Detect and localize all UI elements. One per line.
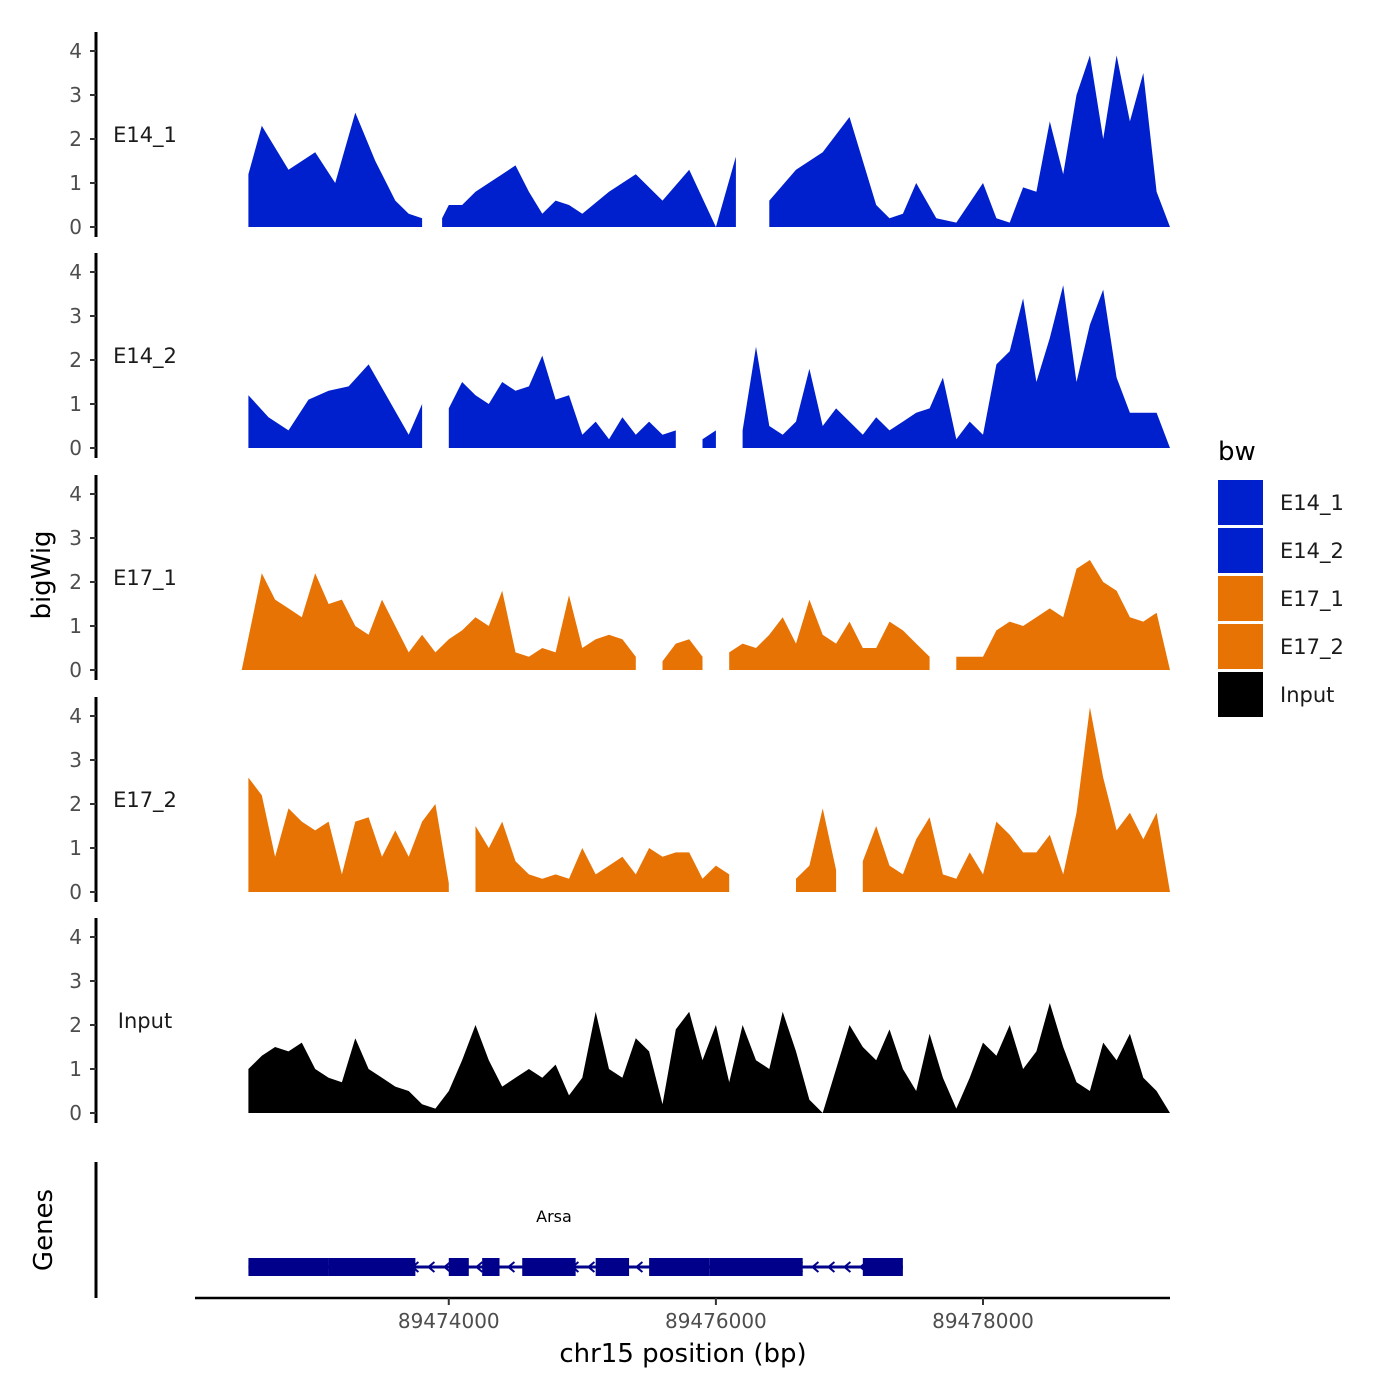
area-e17_1-segment-1: [241, 573, 636, 670]
area-e17_1-segment-3: [729, 599, 930, 670]
legend-key-e14_2: [1218, 528, 1263, 573]
area-e14_1-segment-2: [442, 156, 736, 227]
area-e17_1-segment-2: [662, 639, 703, 670]
exon-5: [522, 1258, 576, 1276]
area-e14_2-segment-3: [702, 430, 716, 448]
y-tick-label: 4: [69, 39, 82, 63]
y-tick-label: 1: [69, 836, 82, 860]
area-e14_2-segment-4: [742, 285, 1170, 448]
y-tick-label: 1: [69, 171, 82, 195]
track-label-input: Input: [118, 1009, 172, 1033]
track-e14_2: 0 1 2 3 4 E14_2: [69, 253, 1170, 460]
track-e17_2: 0 1 2 3 4 E17_2: [69, 697, 1170, 904]
legend-label-e14_2: E14_2: [1280, 539, 1344, 564]
exon-4: [482, 1258, 500, 1276]
strand-arrow: [842, 1261, 852, 1273]
strand-arrow: [826, 1261, 836, 1273]
y-tick-label: 0: [69, 880, 82, 904]
y-tick-label: 3: [69, 969, 82, 993]
legend-key-e17_1: [1218, 576, 1263, 621]
y-tick-label: 3: [69, 304, 82, 328]
legend-label-e17_1: E17_1: [1280, 587, 1344, 612]
track-e14_1: 0 1 2 3 4 E14_1: [69, 32, 1170, 239]
y-tick-label: 2: [69, 792, 82, 816]
track-label-e14_1: E14_1: [113, 123, 177, 148]
x-axis-title: chr15 position (bp): [559, 1339, 806, 1369]
strand-arrow: [810, 1261, 820, 1273]
y-tick-label: 0: [69, 1101, 82, 1125]
y-tick-label: 1: [69, 614, 82, 638]
track-e17_1: 0 1 2 3 4 E17_1: [69, 475, 1170, 682]
y-tick-label: 0: [69, 658, 82, 682]
legend-label-e17_2: E17_2: [1280, 635, 1344, 660]
strand-arrow: [442, 1261, 452, 1273]
legend-key-input: [1218, 672, 1263, 717]
exon-1: [248, 1258, 329, 1276]
area-e17_2-segment-4: [796, 808, 837, 892]
area-input-segment-1: [248, 1003, 1170, 1113]
exon-2: [328, 1258, 416, 1276]
y-tick-label: 4: [69, 482, 82, 506]
y-tick-label: 3: [69, 83, 82, 107]
exon-8: [709, 1258, 803, 1276]
gene-track: Genes Arsa: [29, 1162, 903, 1298]
x-axis: 89474000 89476000 89478000 chr15 position …: [195, 1296, 1170, 1369]
x-tick-label: 89474000: [398, 1309, 500, 1333]
y-tick-label: 4: [69, 925, 82, 949]
track-label-e17_2: E17_2: [113, 788, 177, 813]
area-e17_2-segment-2: [475, 821, 730, 892]
legend-title: bw: [1218, 437, 1256, 467]
y-tick-label: 2: [69, 1013, 82, 1037]
legend-key-e17_2: [1218, 624, 1263, 669]
y-tick-label: 3: [69, 748, 82, 772]
y-tick-label: 4: [69, 260, 82, 284]
y-tick-label: 2: [69, 570, 82, 594]
exon-7: [649, 1258, 710, 1276]
strand-arrow: [426, 1261, 436, 1273]
x-axis-ticks: 89474000 89476000 89478000: [398, 1298, 1034, 1333]
area-e14_2-segment-1: [248, 364, 423, 448]
area-e17_1-segment-4: [956, 560, 1170, 670]
y-tick-label: 0: [69, 436, 82, 460]
x-tick-label: 89478000: [932, 1309, 1034, 1333]
legend-key-e14_1: [1218, 480, 1263, 525]
legend-items: E14_1 E14_2 E17_1 E17_2 Input: [1218, 480, 1344, 717]
strand-arrow: [634, 1261, 644, 1273]
y-tick-label: 0: [69, 215, 82, 239]
y-tick-label: 2: [69, 127, 82, 151]
y-tick-label: 2: [69, 348, 82, 372]
strand-arrow: [506, 1261, 516, 1273]
track-label-e17_1: E17_1: [113, 566, 177, 591]
legend-label-input: Input: [1280, 683, 1334, 707]
y-axis-title: bigWig: [27, 530, 57, 619]
y-tick-label: 4: [69, 704, 82, 728]
area-e17_2-segment-5: [862, 707, 1170, 892]
signal-tracks: 0 1 2 3 4 E14_1 0 1 2 3 4 E14_2 0 1 2 3 4 E17_1 0 1 2 3 4 E17_2…: [69, 32, 1170, 1125]
exon-9: [862, 1258, 903, 1276]
track-label-e14_2: E14_2: [113, 344, 177, 369]
strand-arrow: [474, 1261, 484, 1273]
exon-6: [595, 1258, 630, 1276]
legend-label-e14_1: E14_1: [1280, 491, 1344, 516]
y-tick-label: 1: [69, 1057, 82, 1081]
gene-track-title: Genes: [29, 1189, 59, 1271]
area-e14_2-segment-2: [448, 355, 676, 448]
area-e14_1-segment-3: [769, 55, 1170, 228]
gene-structure-arsa: [248, 1258, 903, 1276]
exon-3: [448, 1258, 469, 1276]
legend: bw E14_1 E14_2 E17_1 E17_2 Input: [1218, 437, 1344, 717]
strand-arrow: [586, 1261, 596, 1273]
gene-label-arsa: Arsa: [536, 1207, 572, 1226]
y-tick-label: 1: [69, 392, 82, 416]
x-tick-label: 89476000: [665, 1309, 767, 1333]
y-tick-label: 3: [69, 526, 82, 550]
area-e17_2-segment-1: [248, 777, 449, 892]
area-e14_1-segment-1: [248, 112, 423, 227]
track-input: 0 1 2 3 4 Input: [69, 918, 1170, 1125]
